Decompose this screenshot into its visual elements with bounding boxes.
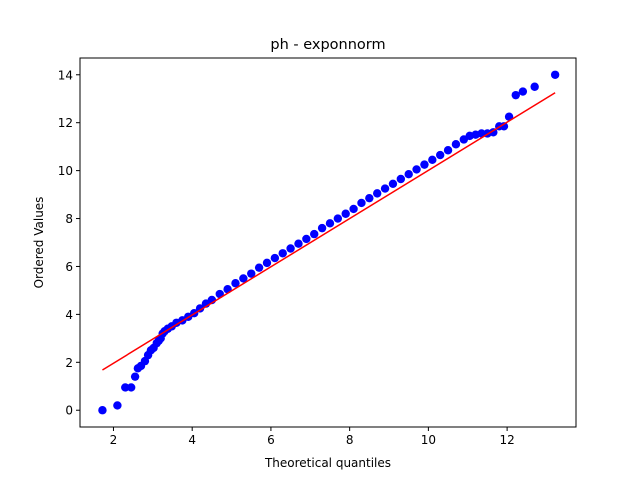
data-point — [357, 198, 366, 208]
y-tick-label: 6 — [65, 260, 73, 274]
data-point — [451, 140, 461, 149]
data-point — [518, 87, 528, 96]
data-point — [341, 209, 350, 218]
data-point — [302, 234, 311, 244]
data-point — [294, 239, 303, 248]
data-point — [239, 274, 248, 283]
fit-line — [102, 92, 556, 371]
data-point — [333, 214, 343, 223]
data-point — [435, 150, 445, 160]
data-points — [98, 70, 560, 415]
data-point — [530, 82, 539, 91]
data-point — [365, 193, 374, 203]
data-point — [286, 244, 295, 253]
data-point — [428, 155, 437, 165]
y-axis-ticks: 0 2 4 6 8 10 12 14 — [58, 68, 80, 418]
x-tick-label: 12 — [499, 433, 514, 447]
data-point — [231, 279, 240, 288]
data-point — [247, 269, 256, 278]
data-point — [499, 122, 509, 131]
data-point — [380, 184, 390, 193]
data-point — [349, 204, 358, 214]
y-tick-label: 14 — [58, 68, 73, 82]
data-point — [511, 90, 520, 100]
x-tick-label: 6 — [267, 433, 275, 447]
data-point — [550, 70, 560, 79]
data-point — [113, 401, 122, 410]
data-point — [195, 304, 205, 313]
y-tick-label: 0 — [65, 404, 73, 418]
x-tick-label: 8 — [346, 433, 354, 447]
data-point — [98, 406, 107, 415]
data-point — [121, 383, 130, 392]
x-tick-label: 10 — [421, 433, 436, 447]
data-point — [443, 146, 453, 155]
data-point — [420, 160, 429, 169]
chart-title: ph - exponnorm — [270, 37, 385, 53]
data-point — [310, 229, 319, 239]
data-point — [373, 189, 382, 198]
data-point — [317, 223, 327, 233]
y-tick-label: 4 — [65, 308, 73, 322]
data-point — [278, 249, 287, 258]
x-tick-label: 4 — [188, 433, 196, 447]
data-point — [325, 219, 335, 228]
fit-line-group — [102, 92, 556, 371]
data-point — [388, 179, 398, 188]
x-tick-label: 2 — [110, 433, 118, 447]
y-tick-label: 10 — [58, 164, 73, 178]
y-tick-label: 8 — [65, 212, 73, 226]
data-point — [130, 372, 140, 381]
data-point — [477, 129, 486, 138]
data-point — [412, 165, 421, 174]
data-point — [262, 258, 272, 268]
data-point — [270, 253, 280, 263]
y-tick-label: 2 — [65, 356, 73, 370]
x-axis-ticks: 2 4 6 8 10 12 — [110, 427, 515, 447]
data-point — [254, 263, 264, 272]
y-axis-label: Ordered Values — [32, 197, 46, 289]
data-point — [404, 170, 413, 179]
data-point — [126, 383, 136, 392]
plot-area-frame — [79, 57, 577, 428]
x-axis-label: Theoretical quantiles — [264, 456, 391, 470]
y-tick-label: 12 — [58, 116, 73, 130]
data-point — [396, 174, 406, 184]
